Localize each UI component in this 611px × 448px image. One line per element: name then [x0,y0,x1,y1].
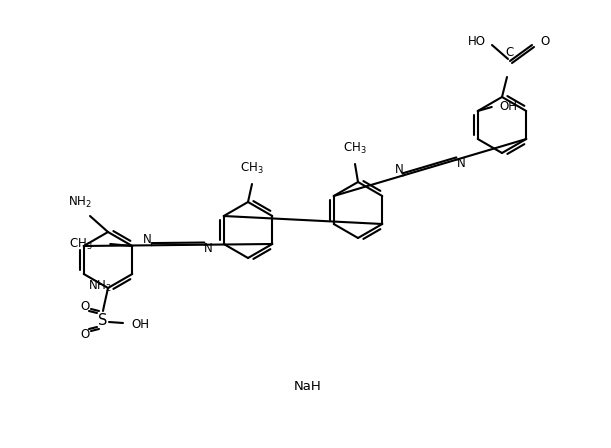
Text: S: S [98,313,108,327]
Text: OH: OH [131,318,149,331]
Text: O: O [81,327,90,340]
Text: O: O [540,34,549,47]
Text: CH$_3$: CH$_3$ [343,141,367,156]
Text: NH$_2$: NH$_2$ [88,279,112,294]
Text: N: N [143,233,152,246]
Text: N: N [456,157,466,170]
Text: NaH: NaH [294,379,322,392]
Text: O: O [81,300,90,313]
Text: CH$_3$: CH$_3$ [68,237,92,251]
Text: NH$_2$: NH$_2$ [68,195,92,210]
Text: N: N [204,242,213,255]
Text: N: N [395,163,403,176]
Text: HO: HO [468,34,486,47]
Text: C: C [506,46,514,59]
Text: CH$_3$: CH$_3$ [240,161,264,176]
Text: OH: OH [500,99,518,112]
